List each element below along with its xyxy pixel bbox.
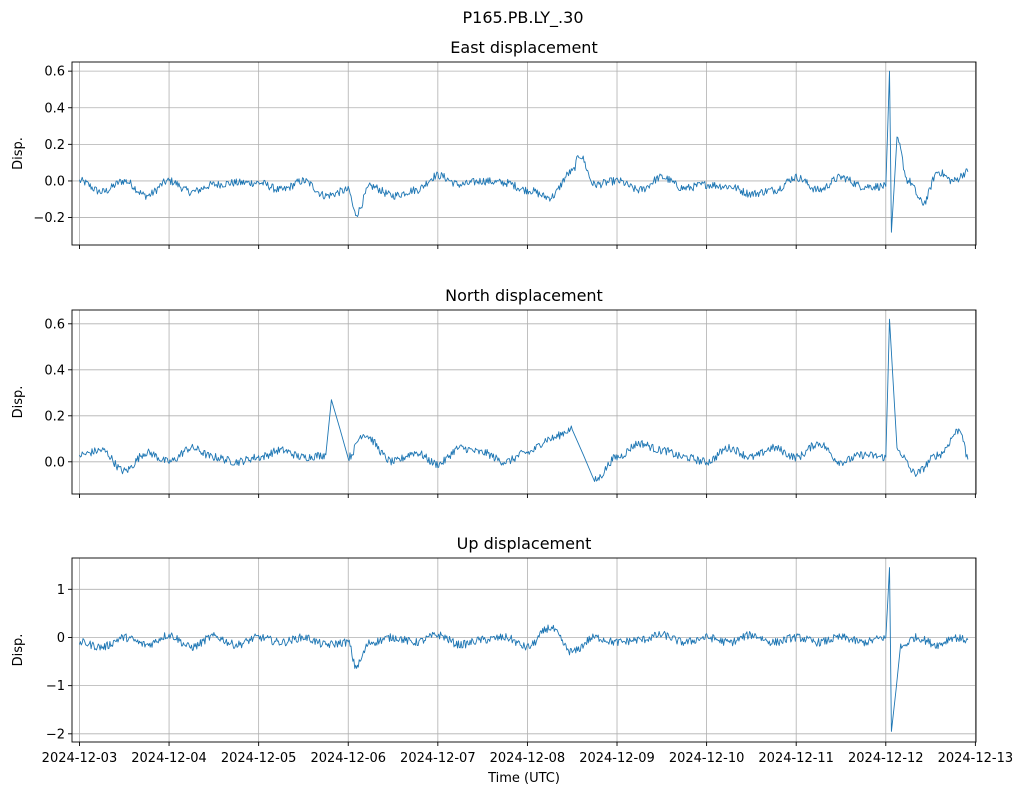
axes-frame (71, 309, 977, 495)
x-tick-label: 2024-12-13 (938, 751, 1014, 766)
x-axis-label: Time (UTC) (487, 771, 560, 786)
y-tick-label: 0.2 (44, 409, 65, 424)
x-tick-label: 2024-12-12 (848, 751, 924, 766)
x-tick-label: 2024-12-05 (221, 751, 297, 766)
series-line (79, 567, 969, 732)
figure-suptitle: P165.PB.LY_.30 (463, 8, 584, 28)
x-tick-label: 2024-12-11 (758, 751, 834, 766)
panel-title: Up displacement (457, 534, 592, 553)
series-line (79, 70, 969, 233)
x-tick-label: 2024-12-10 (669, 751, 745, 766)
y-tick-label: −0.2 (33, 211, 65, 226)
y-tick-label: 0.0 (44, 174, 65, 189)
x-tick-label: 2024-12-03 (42, 751, 118, 766)
panel-1: East displacement −0.2 0.0 0.2 0.4 0.6 Disp. (11, 38, 977, 249)
axes-frame (71, 61, 977, 246)
y-tick-label: −2 (46, 727, 65, 742)
y-axis-label: Disp. (11, 137, 26, 170)
x-tick-label: 2024-12-04 (131, 751, 207, 766)
y-tick-label: 0.2 (44, 138, 65, 153)
y-tick-label: −1 (46, 679, 65, 694)
y-tick-label: 0.6 (44, 65, 65, 80)
y-tick-label: 0.6 (44, 317, 65, 332)
y-tick-label: 1 (57, 583, 65, 598)
y-axis-label: Disp. (11, 634, 26, 667)
y-axis-label: Disp. (11, 386, 26, 419)
panel-title: North displacement (445, 286, 603, 305)
panel-2: North displacement 0.0 0.2 0.4 0.6 Disp. (11, 286, 977, 498)
x-tick-label: 2024-12-06 (310, 751, 386, 766)
panel-3: Up displacement −2 −1 0 1 2024-12-03 2024-12-0… (11, 534, 1013, 786)
x-tick-label: 2024-12-07 (400, 751, 476, 766)
x-tick-label: 2024-12-08 (490, 751, 566, 766)
y-tick-label: 0 (57, 631, 65, 646)
axes-frame (71, 557, 977, 743)
y-tick-label: 0.4 (44, 363, 65, 378)
x-tick-label: 2024-12-09 (579, 751, 655, 766)
panel-title: East displacement (450, 38, 597, 57)
y-tick-label: 0.0 (44, 455, 65, 470)
y-tick-label: 0.4 (44, 101, 65, 116)
series-line (79, 318, 969, 482)
